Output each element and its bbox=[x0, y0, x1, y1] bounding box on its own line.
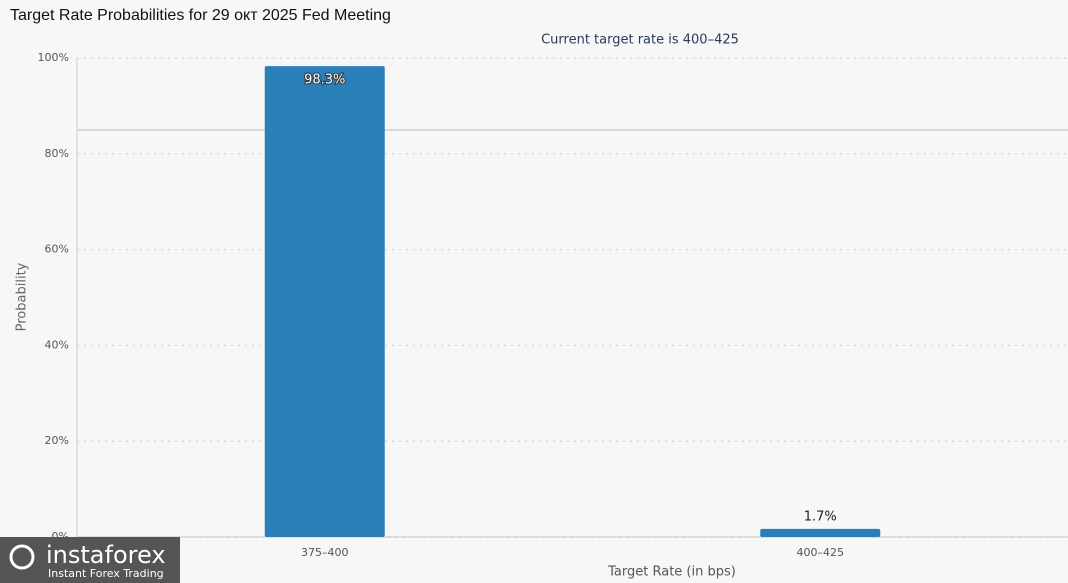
value-label: 1.7% bbox=[804, 509, 837, 524]
bar bbox=[760, 528, 881, 537]
logo-icon bbox=[9, 544, 35, 570]
logo-box bbox=[0, 537, 180, 583]
y-tick-label: 100% bbox=[38, 51, 69, 64]
y-axis-label: Probability bbox=[15, 262, 30, 331]
y-tick-label: 60% bbox=[45, 243, 69, 256]
y-tick-label: 20% bbox=[45, 434, 69, 447]
logo-tagline: Instant Forex Trading bbox=[48, 567, 164, 580]
value-label: 98.3% bbox=[304, 73, 345, 88]
bar bbox=[264, 66, 385, 537]
x-tick-label: 375–400 bbox=[301, 546, 349, 559]
watermark: instaforex Instant Forex Trading bbox=[0, 537, 180, 583]
chart-title: Target Rate Probabilities for 29 окт 202… bbox=[10, 7, 391, 24]
logo-brand: instaforex bbox=[46, 541, 166, 569]
x-axis-label: Target Rate (in bps) bbox=[607, 565, 736, 580]
y-tick-label: 80% bbox=[45, 147, 69, 160]
x-tick-label: 400–425 bbox=[797, 546, 845, 559]
chart-subtitle: Current target rate is 400–425 bbox=[541, 33, 739, 48]
y-tick-label: 40% bbox=[45, 338, 69, 351]
